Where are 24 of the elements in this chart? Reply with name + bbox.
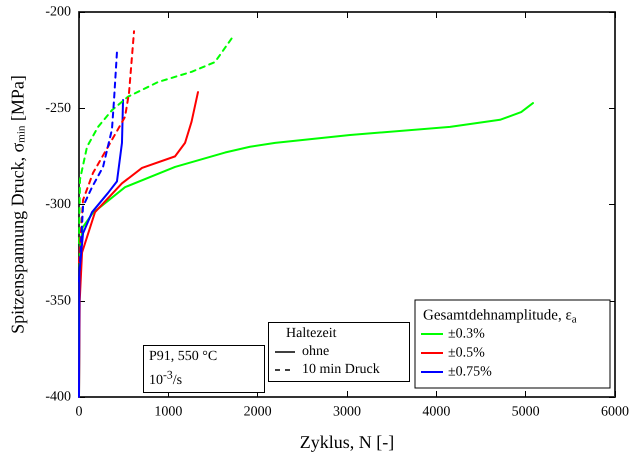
note-box: P91, 550 °C 10$^{-3}$/s — [143, 345, 265, 393]
y-axis-title: Spitzenspannung Druck, σmin [MPa] — [8, 75, 28, 334]
x-tick-label: 5000 — [512, 404, 540, 420]
y-tick-label: -400 — [45, 390, 71, 404]
x-tick-label: 0 — [76, 404, 82, 420]
key-box: Haltezeit ohne 10 min Druck — [268, 322, 410, 382]
legend-label: ±0.3% — [448, 326, 486, 342]
legend-label: ±0.5% — [448, 346, 486, 360]
annotation: 10 min Druck — [302, 361, 380, 379]
x-tick-label: 2000 — [244, 404, 272, 420]
y-tick-label: -350 — [45, 293, 71, 308]
y-tick-label: -300 — [45, 197, 71, 212]
y-tick-label: -200 — [45, 4, 71, 20]
x-axis-title: Zyklus, N [-] — [300, 432, 394, 452]
x-tick-label: 6000 — [601, 404, 629, 420]
legend-label: ±0.75% — [448, 364, 492, 380]
annotation: 10$^{-3}$/s — [149, 368, 182, 388]
x-tick-label: 3000 — [333, 404, 361, 420]
annotation: P91, 550 °C — [149, 349, 218, 364]
y-tick-label: -250 — [45, 100, 71, 116]
x-tick-label: 1000 — [154, 404, 182, 420]
annotation: ohne — [302, 343, 330, 361]
x-tick-label: 4000 — [422, 404, 450, 420]
annotation: Haltezeit — [286, 326, 337, 341]
